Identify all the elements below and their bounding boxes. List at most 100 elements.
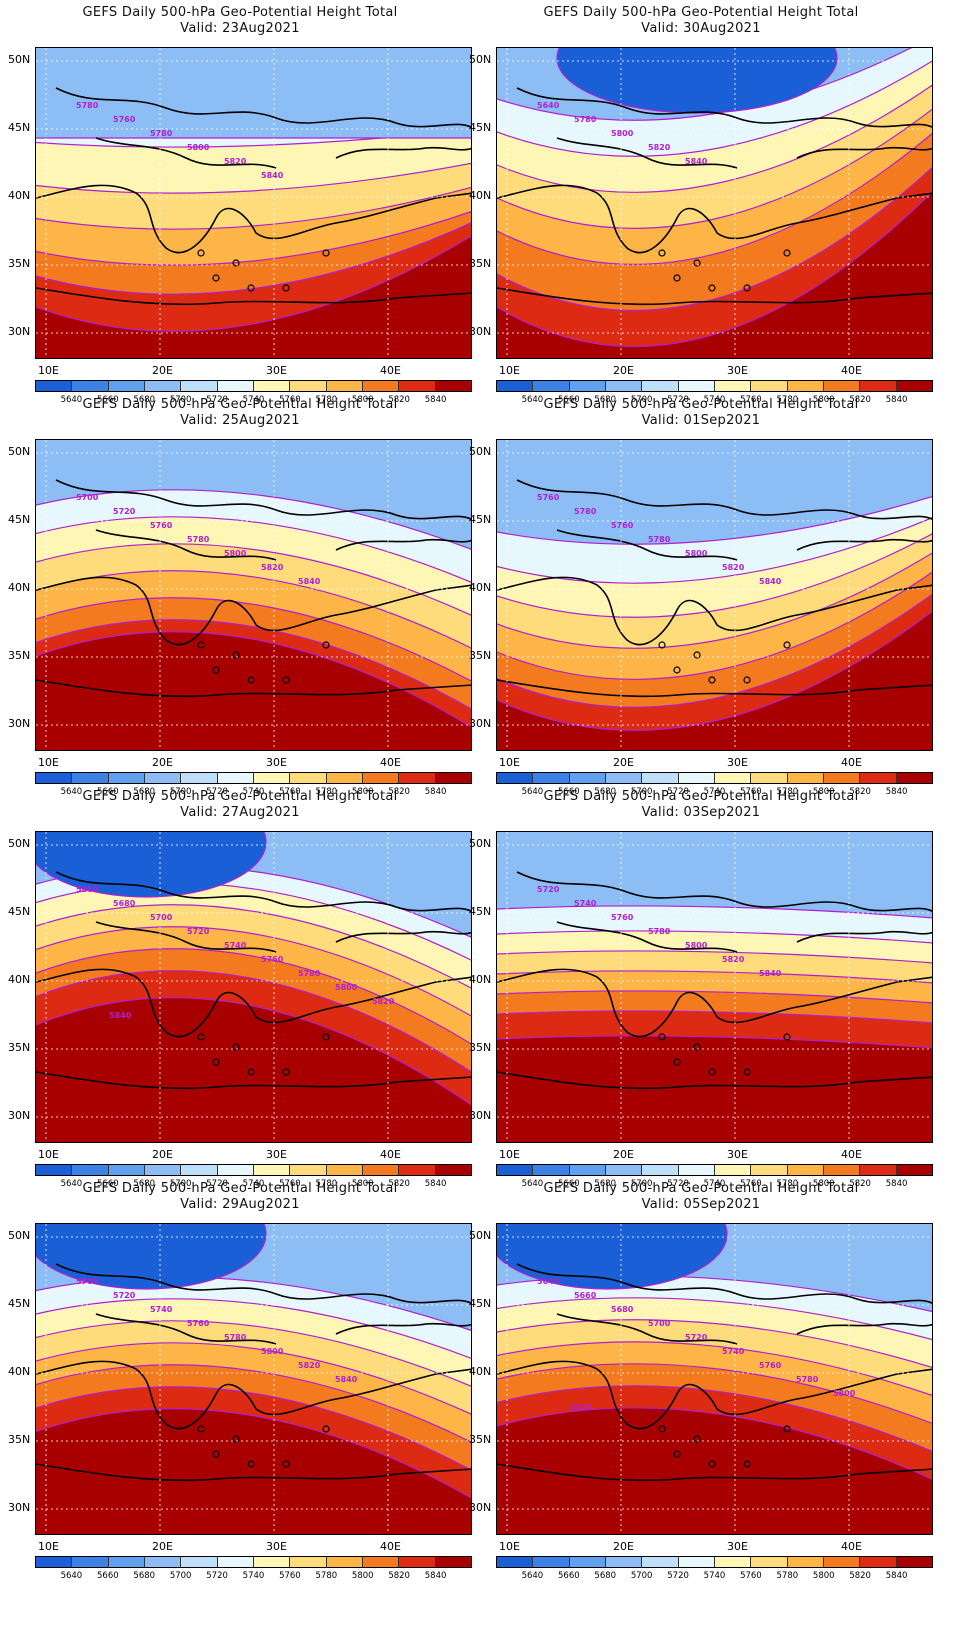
- colorbar-label: 5780: [776, 395, 799, 405]
- colorbar-swatch: [823, 773, 861, 783]
- lon-label: 10E: [38, 1540, 59, 1553]
- island: [708, 1460, 716, 1468]
- coastline: [55, 871, 471, 913]
- island: [322, 641, 330, 649]
- colorbar: [35, 772, 472, 784]
- lat-label: 30N: [8, 717, 31, 730]
- contour-line: [497, 60, 932, 157]
- colorbar-swatch: [253, 1165, 291, 1175]
- island: [247, 284, 255, 292]
- island: [693, 1435, 701, 1443]
- coastline: [497, 576, 932, 646]
- contour-label: 5780: [298, 969, 321, 978]
- contour-line: [497, 517, 932, 584]
- colorbar-label: 5800: [351, 787, 374, 797]
- lon-label: 10E: [38, 364, 59, 377]
- lat-label: 30N: [8, 1109, 31, 1122]
- panel-valid-date: Valid: 27Aug2021: [180, 805, 300, 820]
- lat-label: 30N: [469, 1501, 492, 1514]
- island: [212, 666, 220, 674]
- height-map: 5720 5740 5760 5780 5800 5820 5840: [496, 831, 933, 1143]
- colorbar-swatch: [860, 1165, 897, 1175]
- low-center: [36, 832, 266, 897]
- colorbar-swatch: [108, 773, 145, 783]
- colorbar-swatch: [399, 381, 436, 391]
- lat-label: 30N: [469, 325, 492, 338]
- contour-label: 5820: [722, 563, 745, 572]
- colorbar-label: 5800: [812, 787, 835, 797]
- contour-label: 5720: [187, 927, 210, 936]
- lat-label: 40N: [469, 973, 492, 986]
- colorbar-swatch: [605, 381, 643, 391]
- contour-line: [36, 948, 471, 1045]
- island: [232, 1435, 240, 1443]
- contour-line: [497, 533, 932, 618]
- colorbar-label: 5680: [594, 395, 617, 405]
- colorbar-swatch: [751, 773, 788, 783]
- coastline: [36, 968, 471, 1038]
- contour-line: [36, 1408, 471, 1499]
- contour-label: 5720: [113, 1291, 136, 1300]
- colorbar-label: 5700: [169, 1179, 192, 1189]
- colorbar-label: 5720: [667, 787, 689, 797]
- colorbar-label: 5660: [558, 395, 580, 405]
- contour-label: 5780: [150, 129, 173, 138]
- island: [247, 676, 255, 684]
- contour-label: 5700: [648, 1319, 671, 1328]
- colorbar-label: 5660: [97, 1571, 119, 1581]
- height-band: [497, 440, 932, 545]
- map-canvas: 5720 5740 5760 5780 5800 5820 5840: [497, 832, 932, 1142]
- colorbar-swatch: [108, 1557, 145, 1567]
- island: [673, 1058, 681, 1066]
- colorbar: [496, 380, 933, 392]
- contour-label: 5760: [611, 913, 634, 922]
- low-center: [497, 1224, 727, 1289]
- contour-label: 5820: [648, 143, 671, 152]
- height-map: 5780 5760 5780 5800 5820 5840: [35, 47, 472, 359]
- colorbar-swatch: [605, 1165, 643, 1175]
- contour-line: [497, 166, 932, 311]
- lon-label: 20E: [613, 364, 634, 377]
- lat-label: 45N: [8, 905, 31, 918]
- lon-label: 20E: [152, 756, 173, 769]
- lon-label: 20E: [152, 1148, 173, 1161]
- map-panel-8: GEFS Daily 500-hPa Geo-Potential Height …: [461, 1176, 943, 1586]
- coastline: [95, 1313, 277, 1345]
- lat-label: 40N: [8, 1365, 31, 1378]
- colorbar-swatch: [326, 1557, 363, 1567]
- colorbar-label: 5780: [776, 1571, 799, 1581]
- panel-valid-date: Valid: 29Aug2021: [180, 1197, 300, 1212]
- colorbar-swatch: [714, 1165, 752, 1175]
- coastline: [36, 287, 471, 306]
- lat-label: 50N: [469, 837, 492, 850]
- colorbar-label: 5640: [60, 1179, 83, 1189]
- contour-line: [36, 997, 471, 1106]
- island: [212, 1450, 220, 1458]
- lat-label: 35N: [8, 1041, 31, 1054]
- colorbar-swatch: [497, 381, 534, 391]
- contour-label: 5800: [685, 549, 708, 558]
- contour-label: 5820: [570, 1403, 593, 1412]
- contour-label: 5780: [76, 101, 99, 110]
- colorbar-label: 5780: [776, 787, 799, 797]
- contour-line: [36, 186, 471, 230]
- coastline: [497, 1463, 932, 1482]
- coastline: [36, 679, 471, 698]
- contour-label: 5780: [574, 507, 597, 516]
- lat-label: 35N: [8, 649, 31, 662]
- colorbar-swatch: [714, 381, 752, 391]
- colorbar-swatch: [72, 773, 109, 783]
- contour-label: 5780: [187, 535, 210, 544]
- coastline: [95, 529, 277, 561]
- colorbar-label: 5780: [776, 1179, 799, 1189]
- coastline: [497, 184, 932, 254]
- colorbar-swatch: [253, 381, 291, 391]
- colorbar-label: 5840: [885, 787, 908, 797]
- map-canvas: 5760 5780 5760 5780 5800 5820 5840: [497, 440, 932, 750]
- island: [282, 676, 290, 684]
- colorbar-swatch: [860, 381, 897, 391]
- lat-label: 40N: [469, 581, 492, 594]
- colorbar-swatch: [533, 773, 570, 783]
- lat-label: 50N: [469, 53, 492, 66]
- colorbar-label: 5820: [849, 1179, 871, 1189]
